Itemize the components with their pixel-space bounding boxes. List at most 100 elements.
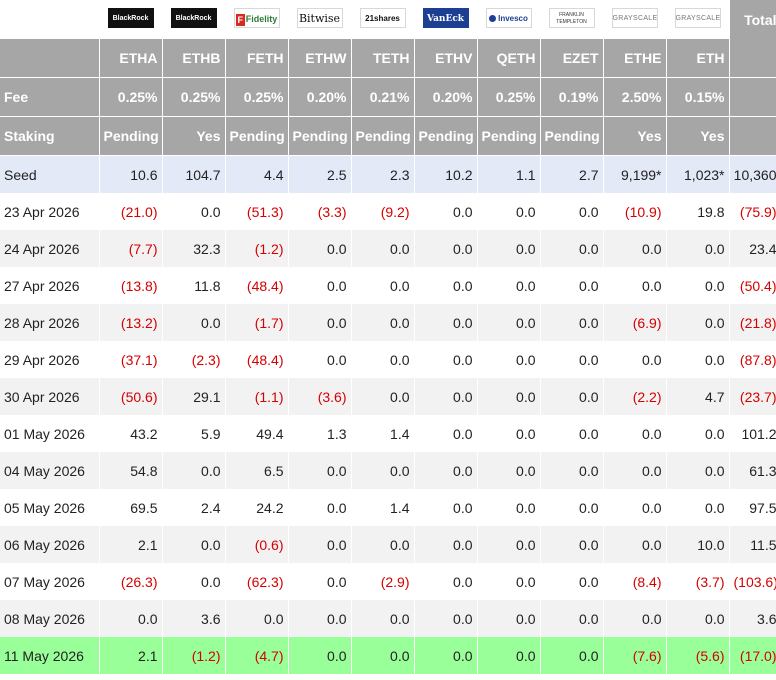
fee-cell: 0.20% xyxy=(288,77,352,117)
total-value-cell: (75.9) xyxy=(729,193,776,230)
total-value-cell: (23.7) xyxy=(729,378,776,415)
issuer-logo-cell: GRAYSCALE xyxy=(666,0,730,39)
ticker-header: ETHB xyxy=(162,39,226,78)
flow-value-cell: 0.0 xyxy=(288,304,352,341)
flow-value-cell: 0.0 xyxy=(603,452,667,489)
flow-value-cell: (1.2) xyxy=(225,230,289,267)
flow-value-cell: 10.0 xyxy=(666,526,730,563)
flow-value-cell: 29.1 xyxy=(162,378,226,415)
total-value-cell: (87.8) xyxy=(729,341,776,378)
flow-value-cell: 0.0 xyxy=(351,526,415,563)
issuer-logo-cell: FRANKLIN TEMPLETON xyxy=(540,0,604,39)
flow-value-cell: 0.0 xyxy=(540,637,604,674)
row-date-label: 06 May 2026 xyxy=(0,526,100,563)
flow-value-cell: 0.0 xyxy=(477,526,541,563)
corner-blank-cell xyxy=(0,0,100,39)
flow-value-cell: 0.0 xyxy=(666,230,730,267)
flow-value-cell: 0.0 xyxy=(414,341,478,378)
flow-value-cell: 0.0 xyxy=(477,230,541,267)
flow-value-cell: 1.4 xyxy=(351,415,415,452)
table-row: 05 May 2026 69.5 2.4 24.2 0.0 1.4 0.0 0.0 0.0 0.0… xyxy=(0,489,776,526)
ticker-header: ETHV xyxy=(414,39,478,78)
flow-value-cell: (1.1) xyxy=(225,378,289,415)
flow-value-cell: (1.7) xyxy=(225,304,289,341)
invesco-logo-icon: Invesco xyxy=(485,8,532,28)
ticker-header: ETH xyxy=(666,39,730,78)
flow-value-cell: 32.3 xyxy=(162,230,226,267)
table-row: 29 Apr 2026 (37.1) (2.3) (48.4) 0.0 0.0 0.0 0.0… xyxy=(0,341,776,378)
flow-value-cell: (13.8) xyxy=(99,267,163,304)
ticker-header: ETHA xyxy=(99,39,163,78)
staking-cell: Pending xyxy=(477,116,541,156)
fee-cell: 0.20% xyxy=(414,77,478,117)
flow-value-cell: 0.0 xyxy=(603,341,667,378)
flow-value-cell: 0.0 xyxy=(351,341,415,378)
flow-value-cell: 0.0 xyxy=(477,267,541,304)
flow-value-cell: 0.0 xyxy=(666,304,730,341)
row-date-label: 01 May 2026 xyxy=(0,415,100,452)
flow-value-cell: 0.0 xyxy=(288,267,352,304)
flow-value-cell: 104.7 xyxy=(162,155,226,193)
fidelity-logo-icon: F Fidelity xyxy=(233,8,280,28)
flow-value-cell: (9.2) xyxy=(351,193,415,230)
flow-value-cell: (6.9) xyxy=(603,304,667,341)
franklin-templeton-logo-icon: FRANKLIN TEMPLETON xyxy=(548,8,595,28)
flow-value-cell: 0.0 xyxy=(414,230,478,267)
flow-value-cell: 3.6 xyxy=(162,600,226,637)
flow-value-cell: (51.3) xyxy=(225,193,289,230)
grayscale-logo-icon: GRAYSCALE xyxy=(674,8,721,28)
total-value-cell: (103.6) xyxy=(729,563,776,600)
flow-value-cell: 0.0 xyxy=(666,267,730,304)
total-value-cell: (21.8) xyxy=(729,304,776,341)
flow-value-cell: 0.0 xyxy=(288,452,352,489)
flow-value-cell: 0.0 xyxy=(477,193,541,230)
flow-value-cell: 4.7 xyxy=(666,378,730,415)
table-row: 23 Apr 2026 (21.0) 0.0 (51.3) (3.3) (9.2) 0.0 0… xyxy=(0,193,776,230)
ticker-header: FETH xyxy=(225,39,289,78)
flow-value-cell: (26.3) xyxy=(99,563,163,600)
flow-value-cell: 0.0 xyxy=(540,267,604,304)
flow-value-cell: 0.0 xyxy=(288,489,352,526)
ticker-header: ETHE xyxy=(603,39,667,78)
staking-cell: Yes xyxy=(666,116,730,156)
fee-row-label: Fee xyxy=(0,77,100,117)
flow-value-cell: 6.5 xyxy=(225,452,289,489)
flow-value-cell: 0.0 xyxy=(414,267,478,304)
total-value-cell: 101.2 xyxy=(729,415,776,452)
staking-cell: Pending xyxy=(99,116,163,156)
total-blank-cell xyxy=(729,39,776,78)
staking-row: Staking Pending Yes Pending Pending Pending P… xyxy=(0,116,776,156)
flow-value-cell: 0.0 xyxy=(414,378,478,415)
row-date-label: 07 May 2026 xyxy=(0,563,100,600)
flow-value-cell: (37.1) xyxy=(99,341,163,378)
staking-cell: Pending xyxy=(414,116,478,156)
flow-value-cell: (48.4) xyxy=(225,341,289,378)
table-row: Seed 10.6 104.7 4.4 2.5 2.3 10.2 1.1 2.7 9,199* 1,… xyxy=(0,155,776,193)
total-value-cell: 23.4 xyxy=(729,230,776,267)
row-date-label: 05 May 2026 xyxy=(0,489,100,526)
flow-value-cell: 0.0 xyxy=(414,489,478,526)
total-column-header: Total xyxy=(729,0,776,39)
flow-value-cell: (3.3) xyxy=(288,193,352,230)
flow-value-cell: 0.0 xyxy=(414,415,478,452)
fee-cell: 0.25% xyxy=(162,77,226,117)
total-value-cell: 11.5 xyxy=(729,526,776,563)
flow-value-cell: 0.0 xyxy=(414,452,478,489)
flow-value-cell: 0.0 xyxy=(540,452,604,489)
fee-row: Fee 0.25% 0.25% 0.25% 0.20% 0.21% 0.20% 0.25% 0… xyxy=(0,77,776,117)
flow-value-cell: 0.0 xyxy=(603,415,667,452)
flow-value-cell: 0.0 xyxy=(540,304,604,341)
ticker-row-label xyxy=(0,39,100,78)
flow-value-cell: 0.0 xyxy=(603,489,667,526)
flow-value-cell: 0.0 xyxy=(540,415,604,452)
flow-value-cell: 0.0 xyxy=(414,637,478,674)
total-blank-cell xyxy=(729,77,776,117)
fee-cell: 0.25% xyxy=(225,77,289,117)
flow-value-cell: 2.5 xyxy=(288,155,352,193)
fee-cell: 0.15% xyxy=(666,77,730,117)
flow-value-cell: 0.0 xyxy=(477,489,541,526)
row-date-label: 30 Apr 2026 xyxy=(0,378,100,415)
flow-value-cell: (21.0) xyxy=(99,193,163,230)
flow-value-cell: 0.0 xyxy=(540,230,604,267)
flow-value-cell: (48.4) xyxy=(225,267,289,304)
